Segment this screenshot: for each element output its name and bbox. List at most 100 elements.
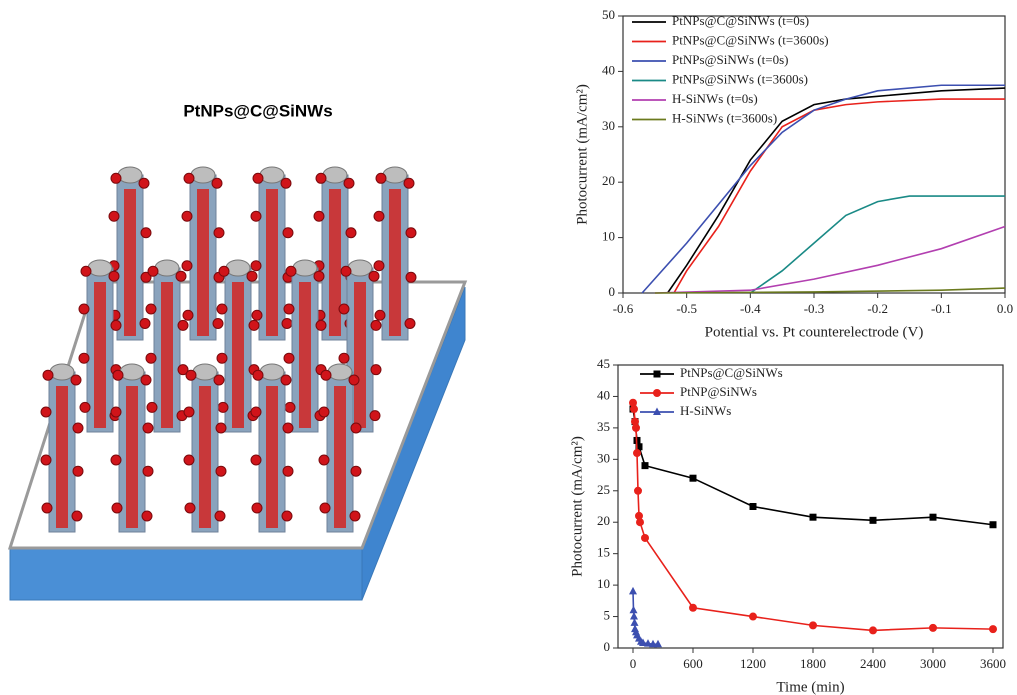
- nanowire-cap: [87, 259, 113, 277]
- nanoparticle: [110, 406, 122, 418]
- nanoparticle: [215, 465, 227, 477]
- nanoparticle: [213, 374, 225, 386]
- y-tick-label: 30: [602, 118, 615, 133]
- nanoparticle: [217, 401, 229, 413]
- nanoparticle: [71, 510, 83, 522]
- nanoparticle: [313, 270, 325, 282]
- nanowire-core: [232, 282, 244, 428]
- nanowire-cap: [347, 259, 373, 277]
- nanowire-core: [329, 189, 341, 336]
- series-line: [749, 195, 1005, 294]
- x-tick-label: -0.3: [804, 301, 825, 316]
- x-tick-label: -0.2: [867, 301, 888, 316]
- y-tick-label: 20: [602, 173, 615, 188]
- nanoparticle: [320, 369, 332, 381]
- nanowire: [318, 363, 362, 533]
- series-line: [654, 225, 1006, 294]
- nanoparticle: [177, 319, 189, 331]
- nanowire-core: [199, 386, 211, 528]
- y-tick-label: 0: [609, 284, 616, 299]
- nanoparticle: [350, 422, 362, 434]
- series-line: [654, 287, 1006, 294]
- nanowire-core: [161, 282, 173, 428]
- nanoparticle: [282, 422, 294, 434]
- legend-label: H-SiNWs (t=0s): [672, 91, 758, 106]
- nanowire-cap: [225, 259, 251, 277]
- legend-label: PtNPs@C@SiNWs: [680, 365, 783, 380]
- nanowire-cap: [192, 363, 218, 381]
- nanoparticle: [183, 454, 195, 466]
- marker: [749, 503, 757, 510]
- nanoparticle: [216, 352, 228, 364]
- nanoparticle: [146, 401, 158, 413]
- nanoparticle: [214, 510, 226, 522]
- nanoparticle: [404, 318, 416, 329]
- nanoparticle: [110, 172, 122, 184]
- nanowire-cap: [49, 363, 75, 381]
- nanoparticle: [175, 270, 187, 282]
- marker: [689, 474, 697, 482]
- nanoparticle: [184, 502, 196, 514]
- nanoparticle: [343, 177, 355, 189]
- nanoparticle: [211, 177, 223, 189]
- y-tick-label: 45: [597, 356, 610, 371]
- nanoparticle: [40, 454, 52, 466]
- nanoparticle: [111, 502, 123, 514]
- marker: [929, 623, 937, 632]
- marker: [633, 449, 641, 458]
- nanoparticle: [108, 270, 120, 282]
- nanoparticle: [181, 210, 193, 222]
- x-tick-label: 0: [630, 656, 637, 671]
- nanowire: [145, 259, 189, 433]
- nanowire-cap: [190, 166, 216, 184]
- nanoparticle: [252, 172, 264, 184]
- nanoparticle: [405, 271, 417, 283]
- nanowire-cap: [259, 166, 285, 184]
- nanoparticle: [281, 510, 293, 522]
- marker: [809, 513, 817, 521]
- nanoparticle: [315, 172, 327, 184]
- nanoparticle: [140, 227, 152, 239]
- legend-label: H-SiNWs (t=3600s): [672, 110, 777, 125]
- nanoparticle: [185, 369, 197, 381]
- nanoparticle: [284, 401, 296, 413]
- marker: [869, 516, 877, 524]
- nanowire-cap: [292, 259, 318, 277]
- nanoparticle: [112, 369, 124, 381]
- nanowire: [373, 166, 417, 341]
- nanowire-cap: [382, 166, 408, 184]
- nanoparticle: [216, 303, 228, 315]
- nanoparticle: [183, 406, 195, 418]
- y-tick-label: 0: [604, 639, 611, 654]
- nanoparticle: [145, 352, 157, 364]
- illustration-title: PtNPs@C@SiNWs: [183, 101, 332, 120]
- plot-frame: [617, 364, 1004, 649]
- nanoparticle: [370, 364, 382, 376]
- nanowire: [78, 259, 122, 433]
- nanoparticle: [368, 270, 380, 282]
- nanoparticle: [250, 454, 262, 466]
- marker: [630, 405, 638, 414]
- nanoparticle: [369, 410, 381, 422]
- nanoparticle: [251, 309, 263, 321]
- nanowire: [108, 166, 152, 341]
- nanoparticle: [72, 465, 84, 477]
- nanoparticle: [338, 303, 350, 315]
- nanoparticle: [78, 303, 90, 315]
- nanoparticle: [250, 260, 262, 272]
- y-tick-label: 35: [597, 419, 610, 434]
- nanoparticle: [147, 265, 159, 277]
- x-tick-label: -0.5: [676, 301, 697, 316]
- nanoparticle: [280, 177, 292, 189]
- nanoparticle: [213, 227, 225, 239]
- nanowire: [283, 259, 327, 433]
- nanowire-core: [299, 282, 311, 428]
- nanoparticle: [318, 406, 330, 418]
- x-tick-label: 3600: [980, 656, 1006, 671]
- x-axis-label: Time (min): [776, 679, 844, 695]
- nanoparticle: [212, 318, 224, 329]
- nanoparticle: [110, 319, 122, 331]
- x-axis-label: Potential vs. Pt counterelectrode (V): [705, 324, 924, 340]
- legend-label: PtNPs@C@SiNWs (t=3600s): [672, 32, 829, 47]
- nanoparticle: [246, 270, 258, 282]
